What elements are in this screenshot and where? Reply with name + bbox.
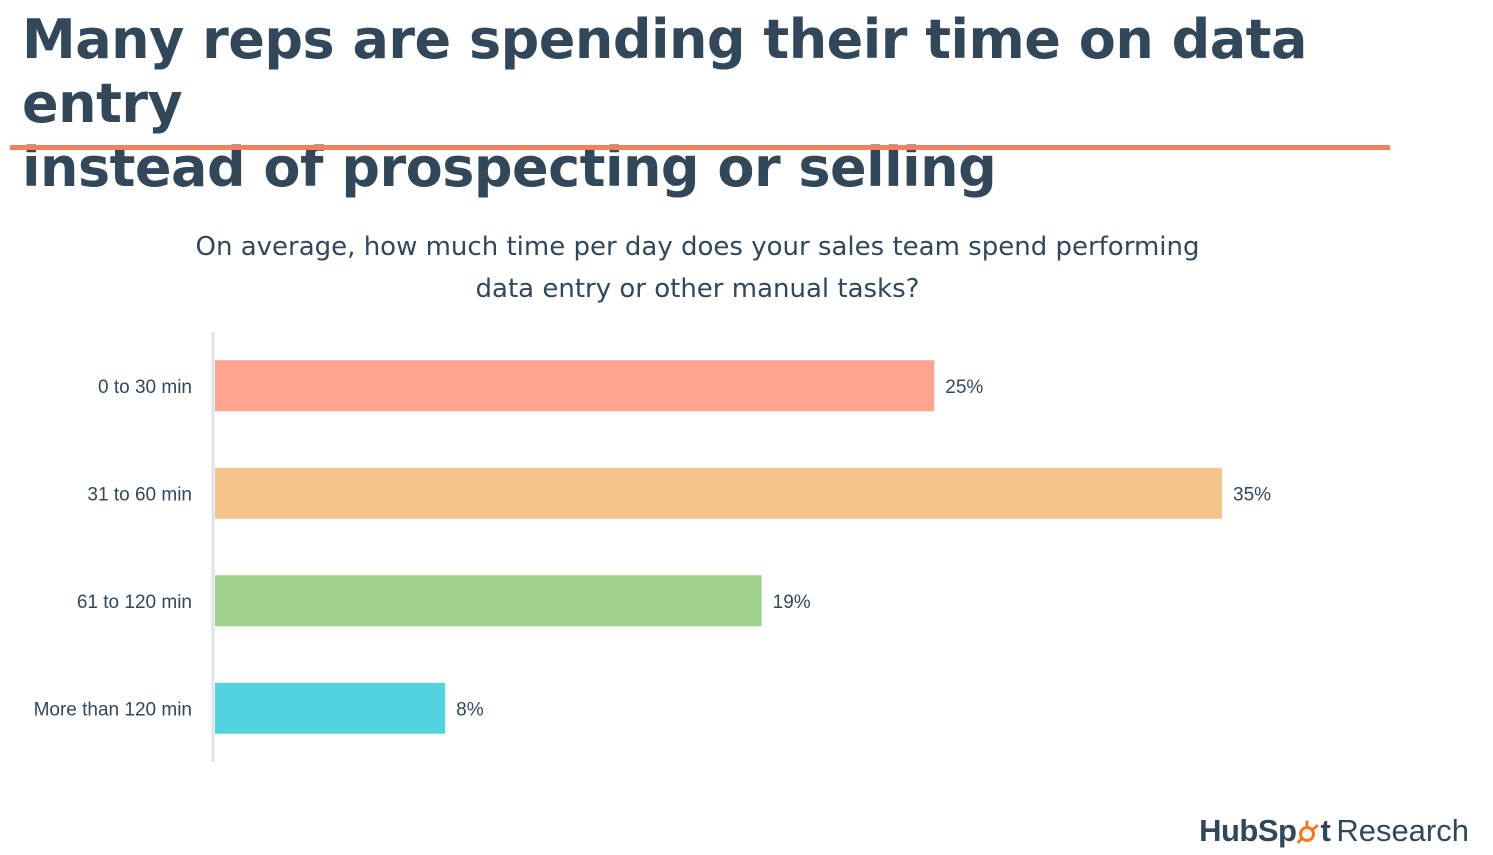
question-line-2: data entry or other manual tasks? bbox=[475, 274, 920, 304]
brand-spot-end-text: t bbox=[1320, 813, 1331, 848]
category-label: 0 to 30 min bbox=[98, 377, 192, 398]
question-line-1: On average, how much time per day does y… bbox=[195, 232, 1200, 262]
brand-research-text: Research bbox=[1336, 813, 1469, 848]
value-label: 35% bbox=[1233, 484, 1271, 505]
bar-2 bbox=[215, 467, 1222, 519]
sprocket-icon bbox=[1297, 820, 1319, 844]
bar-chart: 0 to 30 min 25% 31 to 60 min 35% 61 to 120 m… bbox=[34, 332, 1271, 762]
bar-4 bbox=[215, 682, 446, 734]
bar-1 bbox=[215, 360, 935, 412]
category-label: More than 120 min bbox=[34, 699, 192, 720]
chart-question: On average, how much time per day does y… bbox=[120, 226, 1275, 310]
value-label: 25% bbox=[945, 377, 983, 398]
title-line-1: Many reps are spending their time on dat… bbox=[22, 8, 1307, 135]
brand-hub-text: Hub bbox=[1199, 813, 1258, 848]
category-label: 31 to 60 min bbox=[87, 484, 192, 505]
bar-3 bbox=[215, 575, 762, 627]
title-underline bbox=[10, 145, 1390, 150]
brand-spot-text: Sp bbox=[1257, 813, 1297, 848]
page-title: Many reps are spending their time on dat… bbox=[22, 8, 1422, 200]
value-label: 19% bbox=[773, 592, 811, 613]
hubspot-research-logo: Hub Sp t Research bbox=[1199, 811, 1469, 851]
category-label: 61 to 120 min bbox=[77, 592, 192, 613]
value-label: 8% bbox=[456, 699, 484, 720]
